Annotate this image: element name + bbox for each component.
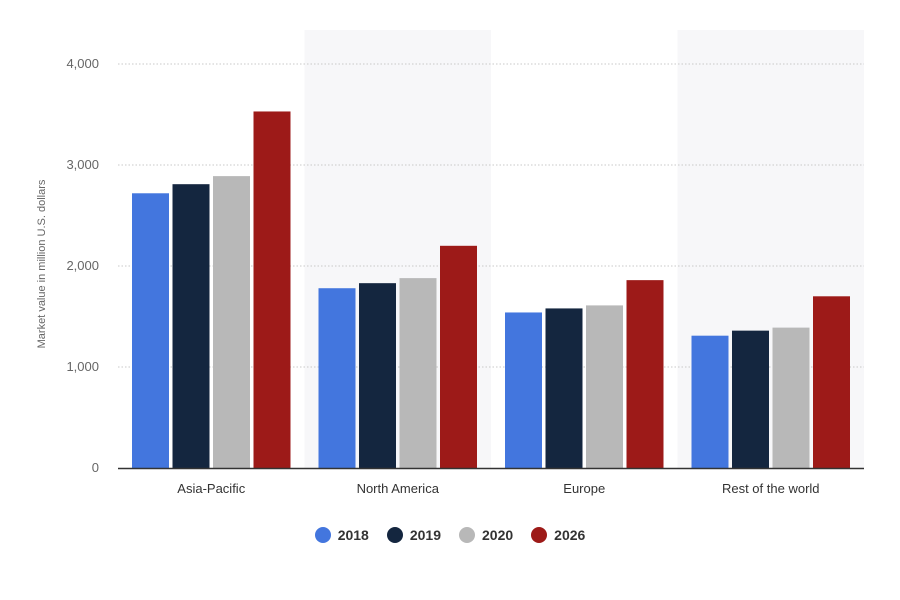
x-category-label: Asia-Pacific [177,481,245,496]
y-axis-title: Market value in million U.S. dollars [36,179,48,348]
bar[interactable] [813,296,850,468]
legend-label: 2020 [482,527,514,543]
bar[interactable] [691,335,729,468]
x-category-label: North America [357,481,440,496]
legend-item-2019[interactable]: 2019 [386,527,441,543]
bar[interactable] [359,283,396,468]
bar[interactable] [586,305,623,468]
legend-item-2018[interactable]: 2018 [314,527,369,543]
legend-item-2026[interactable]: 2026 [531,527,585,543]
y-tick-label: 4,000 [66,56,99,71]
bar[interactable] [399,278,437,468]
bar[interactable] [172,184,210,468]
legend-label: 2026 [554,527,586,543]
bar[interactable] [772,327,810,468]
legend-swatch [531,527,548,543]
x-category-labels: Asia-Pacific North America Europe Rest of t… [177,481,819,496]
bar[interactable] [318,288,356,468]
legend-swatch [386,527,403,543]
legend-label: 2018 [337,527,369,543]
bar[interactable] [505,312,542,468]
bar[interactable] [732,330,769,468]
legend-label: 2019 [409,527,441,543]
y-tick-label: 3,000 [66,157,99,172]
legend-swatch [459,527,475,543]
y-tick-label: 0 [92,460,99,475]
y-tick-label: 1,000 [66,359,99,374]
bar[interactable] [626,280,664,468]
bar[interactable] [213,176,250,469]
bar[interactable] [132,193,169,468]
bar[interactable] [440,245,477,468]
bar[interactable] [545,308,583,468]
legend-swatch [314,527,331,543]
x-category-label: Europe [563,481,605,496]
y-tick-labels: 0 1,000 2,000 3,000 4,000 [66,56,99,475]
bars [132,111,850,469]
legend-item-2020[interactable]: 2020 [459,527,513,543]
legend: 2018 2019 2020 2026 [0,527,900,543]
y-tick-label: 2,000 [66,258,99,273]
x-category-label: Rest of the world [722,481,820,496]
bar[interactable] [253,111,291,468]
